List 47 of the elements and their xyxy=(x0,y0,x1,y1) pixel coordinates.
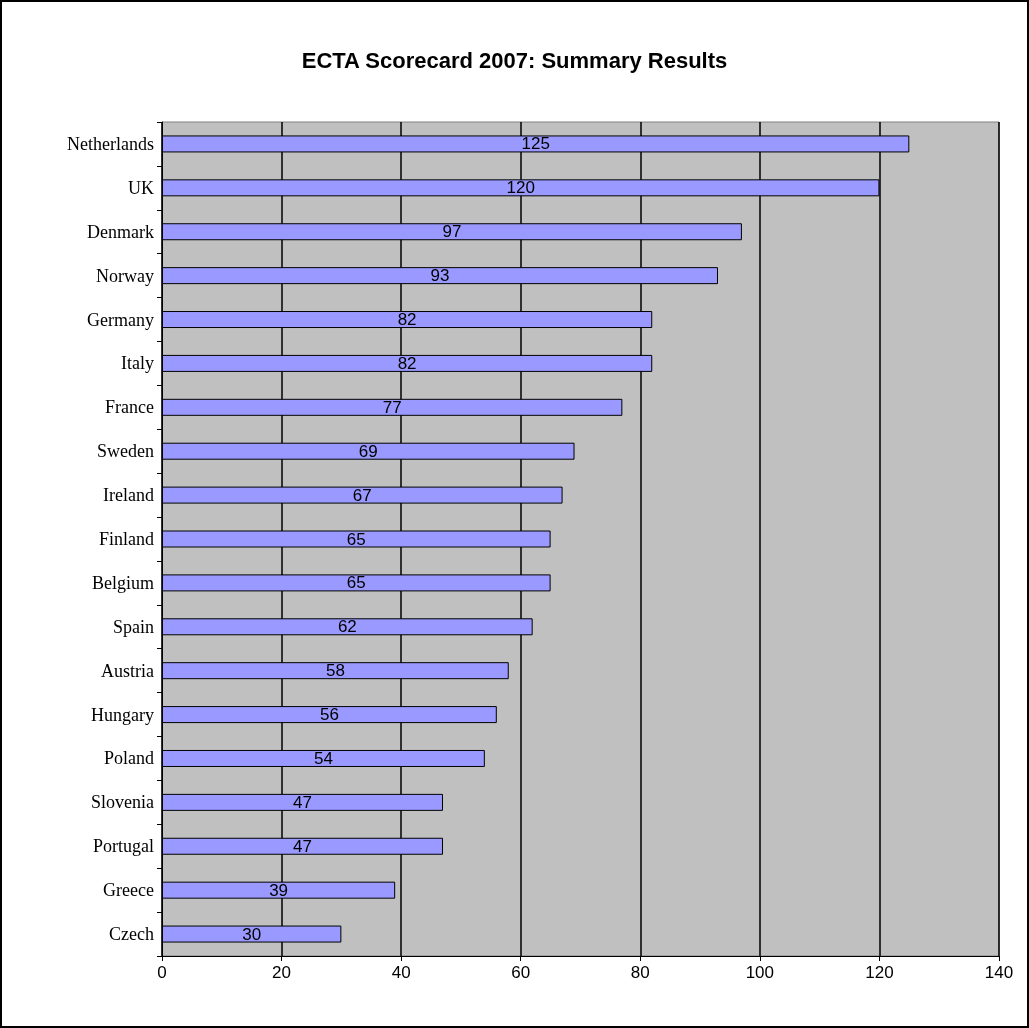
y-tick-label: Portugal xyxy=(93,836,154,857)
y-tick-label: Czech xyxy=(109,924,154,945)
data-label: 77 xyxy=(382,397,402,417)
y-tick-label: Slovenia xyxy=(91,792,154,813)
y-tick-label: Netherlands xyxy=(67,133,154,154)
y-tick-label: Italy xyxy=(121,353,154,374)
y-tick-label: Poland xyxy=(103,748,154,769)
y-tick-label: Hungary xyxy=(91,704,154,725)
data-label: 93 xyxy=(430,266,450,286)
y-tick-label: Spain xyxy=(112,616,154,637)
y-tick-label: Belgium xyxy=(92,572,154,593)
y-tick-label: Ireland xyxy=(103,485,154,506)
data-label: 82 xyxy=(397,310,417,330)
x-tick-label: 0 xyxy=(157,963,167,982)
data-label: 65 xyxy=(346,529,366,549)
data-label: 97 xyxy=(442,222,462,242)
y-tick-label: UK xyxy=(128,177,154,198)
data-label: 67 xyxy=(352,485,372,505)
x-tick-label: 100 xyxy=(745,963,775,982)
data-label: 65 xyxy=(346,573,366,593)
data-label: 39 xyxy=(269,880,289,900)
y-tick-label: Greece xyxy=(103,880,155,901)
data-label: 47 xyxy=(293,792,312,812)
data-label: 30 xyxy=(242,924,262,944)
data-label: 58 xyxy=(325,661,345,681)
data-label: 56 xyxy=(319,705,339,725)
chart-title: ECTA Scorecard 2007: Summary Results xyxy=(301,47,728,73)
y-tick-label: Austria xyxy=(101,660,154,681)
data-label: 47 xyxy=(293,836,312,856)
x-tick-label: 120 xyxy=(865,963,894,982)
x-tick-label: 140 xyxy=(984,963,1014,982)
data-label: 54 xyxy=(313,748,333,768)
data-label: 69 xyxy=(358,441,378,461)
x-tick-label: 80 xyxy=(630,963,650,982)
x-tick-label: 60 xyxy=(511,963,531,982)
data-label: 120 xyxy=(506,178,535,198)
y-tick-label: Norway xyxy=(96,265,154,286)
x-tick-label: 20 xyxy=(272,963,292,982)
data-label: 125 xyxy=(521,134,550,154)
y-tick-label: Denmark xyxy=(87,221,154,242)
y-tick-label: Germany xyxy=(87,309,154,330)
data-label: 82 xyxy=(397,353,417,373)
x-tick-label: 40 xyxy=(391,963,411,982)
y-tick-label: Finland xyxy=(98,529,154,549)
y-tick-label: Sweden xyxy=(97,441,154,462)
y-tick-label: France xyxy=(105,397,154,418)
data-label: 62 xyxy=(337,617,357,637)
